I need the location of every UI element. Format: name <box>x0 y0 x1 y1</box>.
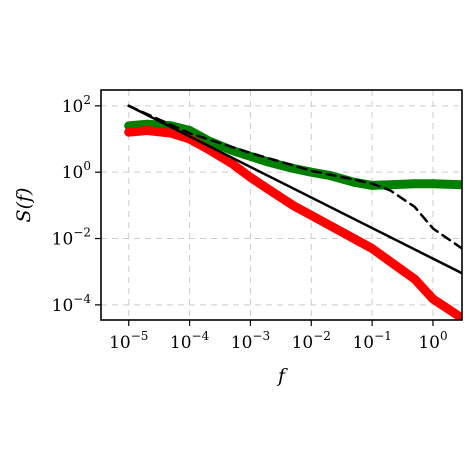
x-tick-label: 10−5 <box>109 329 148 353</box>
x-tick-label: 10−1 <box>352 329 391 353</box>
series-line-1 <box>124 126 462 320</box>
series-line-3 <box>127 104 462 275</box>
x-tick-label: 10−2 <box>292 329 331 353</box>
y-tick-label: 102 <box>62 93 91 117</box>
y-axis-label: S(f) <box>13 188 35 223</box>
x-axis: 10−5 10−4 10−3 10−2 10−1 100 <box>109 320 448 353</box>
x-axis-label: f <box>276 365 288 387</box>
series-layer <box>124 104 462 320</box>
y-tick-label: 10−4 <box>52 292 92 316</box>
x-tick-label: 100 <box>418 329 447 353</box>
plot-frame <box>100 89 463 321</box>
y-tick-label: 100 <box>62 159 91 183</box>
y-tick-label: 10−2 <box>52 226 91 250</box>
series-line-0 <box>124 119 462 190</box>
x-tick-label: 10−4 <box>170 329 210 353</box>
x-tick-label: 10−3 <box>231 329 270 353</box>
y-axis: 10−4 10−2 100 102 <box>52 93 101 316</box>
series-line-2 <box>127 104 462 250</box>
